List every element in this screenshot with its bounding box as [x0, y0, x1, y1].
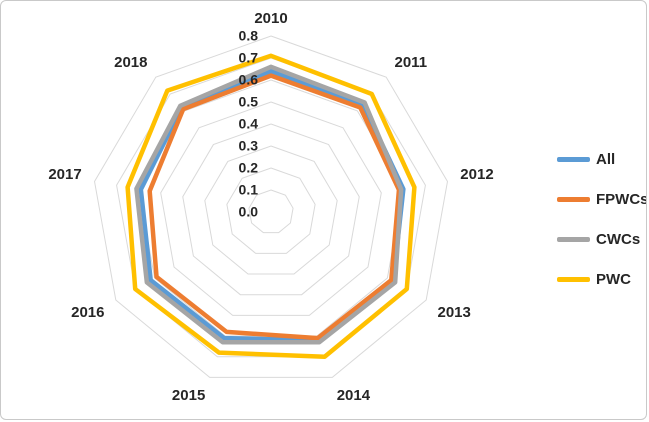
gridline-ring [93, 35, 449, 378]
axis-tick-label: 0.5 [239, 94, 259, 110]
axis-tick-label: 0.3 [239, 138, 259, 154]
gridline-ring [182, 123, 360, 296]
series-line-pwc [125, 53, 417, 359]
category-label: 2018 [114, 54, 147, 71]
legend-label: CWCs [596, 231, 641, 248]
legend-item-cwcs: CWCs [557, 227, 646, 252]
axis-tick-label: 0.1 [239, 182, 259, 198]
legend-swatch-icon [557, 237, 590, 242]
category-label: 2016 [71, 304, 104, 321]
gridline-ring [226, 167, 316, 254]
category-label: 2010 [254, 10, 287, 27]
category-label: 2011 [395, 54, 428, 71]
series-line-fpwcs [147, 73, 402, 341]
category-label: 2015 [172, 387, 205, 404]
category-label: 2012 [460, 166, 493, 183]
gridline-ring [204, 145, 338, 275]
axis-tick-label: 0.8 [239, 28, 259, 44]
gridline-ring [160, 101, 382, 316]
legend-item-fpwcs: FPWCs [557, 187, 647, 212]
chart-legend: All FPWCs CWCs PWC [557, 147, 647, 292]
legend-swatch-icon [557, 197, 590, 202]
category-label: 2017 [48, 166, 81, 183]
category-label: 2014 [337, 387, 371, 404]
axis-tick-label: 0.6 [239, 72, 259, 88]
series-line-cwcs [134, 64, 404, 345]
legend-label: PWC [596, 271, 631, 288]
legend-label: All [596, 151, 616, 168]
axis-tick-label: 0.7 [239, 50, 259, 66]
axis-tick-label: 0.2 [239, 160, 259, 176]
legend-item-all: All [557, 147, 646, 172]
legend-item-pwc: PWC [557, 267, 646, 292]
category-label: 2013 [438, 304, 471, 321]
legend-swatch-icon [557, 157, 590, 162]
legend-label: FPWCs [596, 191, 647, 208]
axis-tick-label: 0.0 [239, 204, 259, 220]
gridline-ring [248, 189, 294, 234]
legend-swatch-icon [557, 277, 590, 282]
axis-tick-label: 0.4 [239, 116, 259, 132]
